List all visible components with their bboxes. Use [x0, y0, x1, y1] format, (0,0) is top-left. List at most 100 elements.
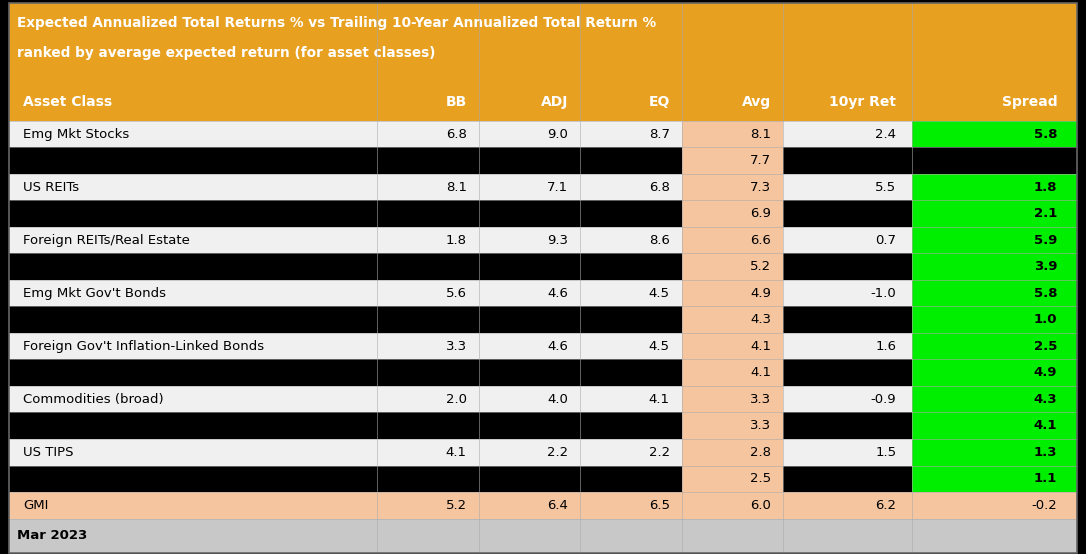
Text: 2.4: 2.4 [875, 127, 896, 141]
Text: Mar 2023: Mar 2023 [17, 529, 88, 542]
Text: 4.9: 4.9 [1034, 366, 1058, 379]
Text: 6.8: 6.8 [446, 127, 467, 141]
Text: Expected Annualized Total Returns % vs Trailing 10-Year Annualized Total Return : Expected Annualized Total Returns % vs T… [17, 16, 657, 30]
Bar [479, 306, 580, 333]
Bar [682, 306, 783, 333]
Bar [911, 439, 1077, 465]
Text: US TIPS: US TIPS [24, 446, 74, 459]
Bar [911, 227, 1077, 253]
Bar [911, 253, 1077, 280]
Text: 4.6: 4.6 [547, 286, 568, 300]
Text: 9.3: 9.3 [547, 234, 568, 247]
Text: 1.1: 1.1 [1034, 472, 1058, 485]
Bar [783, 280, 911, 306]
Text: 5.6: 5.6 [445, 286, 467, 300]
Bar [9, 280, 377, 306]
Bar [479, 413, 580, 439]
Bar [9, 227, 377, 253]
Text: Emg Mkt Stocks: Emg Mkt Stocks [24, 127, 129, 141]
Bar [377, 174, 479, 201]
Bar [682, 174, 783, 201]
Bar [479, 492, 580, 519]
Text: 2.2: 2.2 [648, 446, 670, 459]
Bar [479, 227, 580, 253]
Bar [911, 121, 1077, 147]
Bar [580, 306, 682, 333]
Bar [479, 280, 580, 306]
Bar [682, 227, 783, 253]
Text: 7.3: 7.3 [750, 181, 771, 193]
Bar [911, 386, 1077, 413]
Bar [580, 439, 682, 465]
Bar [580, 253, 682, 280]
Text: ADJ: ADJ [541, 95, 568, 109]
Text: 4.1: 4.1 [750, 340, 771, 353]
Text: 3.3: 3.3 [750, 419, 771, 432]
Text: 6.6: 6.6 [750, 234, 771, 247]
Text: 5.2: 5.2 [750, 260, 771, 273]
Text: Foreign REITs/Real Estate: Foreign REITs/Real Estate [24, 234, 190, 247]
Bar [580, 360, 682, 386]
Bar [580, 413, 682, 439]
Text: 5.5: 5.5 [875, 181, 896, 193]
Text: 3.9: 3.9 [1034, 260, 1058, 273]
Bar [682, 201, 783, 227]
Text: 2.2: 2.2 [547, 446, 568, 459]
Bar [580, 386, 682, 413]
Text: -1.0: -1.0 [871, 286, 896, 300]
Text: ranked by average expected return (for asset classes): ranked by average expected return (for a… [17, 45, 435, 60]
Bar [580, 465, 682, 492]
Text: 8.1: 8.1 [750, 127, 771, 141]
Bar [580, 147, 682, 174]
Bar [377, 253, 479, 280]
Bar [9, 439, 377, 465]
Bar [9, 333, 377, 360]
Bar [9, 519, 1077, 553]
Bar [580, 174, 682, 201]
Text: Foreign Gov't Inflation-Linked Bonds: Foreign Gov't Inflation-Linked Bonds [24, 340, 265, 353]
Bar [682, 413, 783, 439]
Text: 4.1: 4.1 [648, 393, 670, 406]
Bar [9, 465, 377, 492]
Bar [682, 253, 783, 280]
Text: 4.1: 4.1 [445, 446, 467, 459]
Text: 5.8: 5.8 [1034, 286, 1058, 300]
Bar [911, 174, 1077, 201]
Text: 4.9: 4.9 [750, 286, 771, 300]
Bar [479, 386, 580, 413]
Bar [479, 439, 580, 465]
Bar [377, 386, 479, 413]
Bar [783, 360, 911, 386]
Text: BB: BB [445, 95, 467, 109]
Bar [377, 227, 479, 253]
Text: -0.9: -0.9 [871, 393, 896, 406]
Bar [9, 386, 377, 413]
Text: 6.2: 6.2 [875, 499, 896, 512]
Text: 8.1: 8.1 [445, 181, 467, 193]
Text: 2.8: 2.8 [750, 446, 771, 459]
Text: 4.1: 4.1 [750, 366, 771, 379]
Bar [9, 492, 377, 519]
Text: Commodities (broad): Commodities (broad) [24, 393, 164, 406]
Bar [783, 306, 911, 333]
Text: Spread: Spread [1001, 95, 1058, 109]
Bar [9, 3, 1077, 83]
Bar [377, 121, 479, 147]
Text: 6.5: 6.5 [648, 499, 670, 512]
Bar [377, 201, 479, 227]
Text: 4.1: 4.1 [1034, 419, 1058, 432]
Bar [377, 439, 479, 465]
Text: Asset Class: Asset Class [24, 95, 113, 109]
Text: GMI: GMI [24, 499, 49, 512]
Bar [9, 121, 377, 147]
Bar [682, 333, 783, 360]
Text: 9.0: 9.0 [547, 127, 568, 141]
Bar [9, 201, 377, 227]
Bar [783, 386, 911, 413]
Text: 4.3: 4.3 [1034, 393, 1058, 406]
Bar [479, 465, 580, 492]
Bar [377, 333, 479, 360]
Bar [911, 306, 1077, 333]
Bar [9, 147, 377, 174]
Text: 1.6: 1.6 [875, 340, 896, 353]
